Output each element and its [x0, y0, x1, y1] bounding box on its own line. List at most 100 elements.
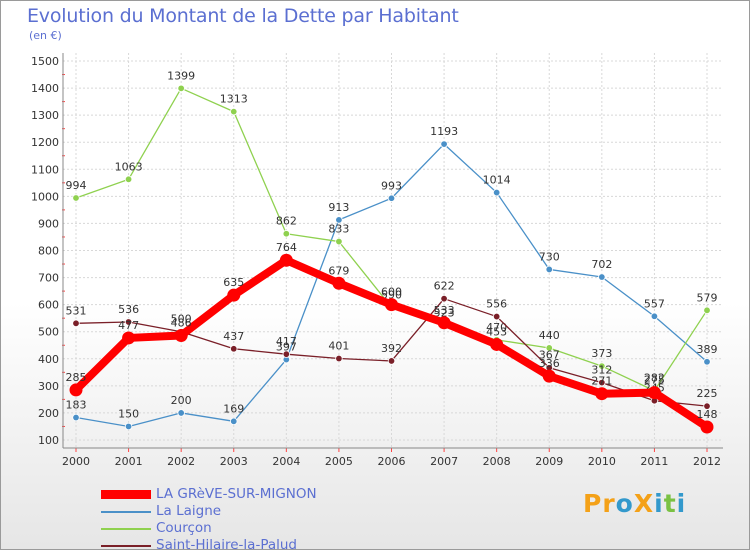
data-label: 994	[66, 179, 87, 192]
data-label: 417	[276, 335, 297, 348]
data-label: 271	[591, 375, 612, 388]
data-point	[124, 318, 133, 326]
x-tick-label: 2003	[220, 455, 248, 468]
data-point	[647, 386, 661, 400]
data-point	[387, 357, 396, 365]
data-label: 500	[171, 313, 192, 326]
data-point	[492, 188, 501, 197]
y-tick-label: 1400	[31, 82, 59, 95]
data-label: 392	[381, 342, 402, 355]
data-label: 401	[328, 340, 349, 353]
y-tick-label: 1000	[31, 190, 59, 203]
legend-label: LA GRèVE-SUR-MIGNON	[156, 486, 317, 502]
data-point	[703, 402, 711, 410]
chart-unit: (en €)	[29, 29, 62, 42]
data-label: 764	[276, 241, 297, 254]
legend-swatch	[101, 511, 151, 513]
data-point	[335, 237, 343, 246]
legend-label: Courçon	[156, 520, 212, 536]
data-point	[124, 422, 133, 431]
data-point	[282, 230, 291, 238]
y-tick-label: 700	[38, 272, 59, 285]
data-label: 730	[539, 250, 560, 263]
data-label: 275	[644, 374, 665, 387]
data-point	[437, 316, 451, 330]
data-label: 1313	[220, 93, 248, 106]
y-tick-label: 1500	[31, 55, 59, 68]
data-point	[703, 358, 711, 366]
data-label: 531	[66, 304, 87, 317]
data-label: 183	[66, 399, 87, 412]
data-label: 1014	[483, 174, 511, 187]
data-point	[385, 298, 398, 312]
legend-swatch	[101, 545, 151, 547]
data-point	[703, 306, 711, 315]
data-label: 862	[276, 215, 297, 228]
data-point	[230, 345, 238, 353]
y-tick-label: 1200	[31, 136, 59, 149]
x-tick-label: 2011	[640, 455, 668, 468]
data-label: 225	[697, 387, 718, 400]
y-tick-label: 1100	[31, 163, 59, 176]
data-label: 285	[66, 371, 87, 384]
logo-letter: X	[633, 489, 655, 518]
y-tick-label: 800	[38, 245, 59, 258]
data-label: 556	[486, 298, 507, 311]
data-point	[440, 140, 448, 148]
data-point	[72, 319, 80, 328]
data-label: 437	[223, 330, 244, 343]
chart-title: Evolution du Montant de la Dette par Hab…	[27, 5, 459, 27]
data-point	[700, 420, 714, 434]
x-tick-label: 2004	[272, 455, 300, 468]
y-tick-label: 300	[38, 380, 59, 393]
data-point	[72, 413, 80, 422]
logo-letter: r	[602, 489, 616, 518]
logo-letter: i	[654, 489, 664, 518]
legend-label: Saint-Hilaire-la-Palud	[156, 537, 297, 553]
data-label: 579	[697, 291, 718, 304]
data-point	[174, 329, 188, 343]
legend-swatch	[101, 490, 151, 499]
data-label: 993	[381, 179, 402, 192]
data-label: 477	[118, 319, 139, 332]
data-point	[595, 387, 609, 401]
data-label: 536	[118, 303, 139, 316]
data-point	[230, 107, 238, 116]
data-point	[545, 344, 553, 352]
data-label: 702	[591, 258, 612, 271]
x-tick-label: 2001	[115, 455, 143, 468]
data-point	[387, 194, 396, 202]
data-label: 557	[644, 297, 665, 310]
data-point	[227, 288, 241, 302]
data-label: 470	[486, 321, 507, 334]
data-point	[335, 216, 343, 224]
data-label: 590	[381, 288, 402, 301]
data-label: 200	[171, 394, 192, 407]
y-tick-label: 900	[38, 217, 59, 230]
data-point	[122, 331, 136, 345]
x-tick-label: 2008	[483, 455, 511, 468]
logo-letter: t	[663, 489, 677, 518]
data-label: 622	[434, 280, 455, 293]
data-point	[490, 337, 504, 351]
legend-swatch	[101, 528, 151, 530]
data-point	[598, 273, 606, 281]
y-tick-label: 100	[38, 434, 59, 447]
data-label: 440	[539, 329, 560, 342]
data-label: 833	[328, 223, 349, 236]
x-tick-label: 2006	[378, 455, 406, 468]
data-point	[542, 369, 556, 383]
y-tick-label: 600	[38, 299, 59, 312]
data-point	[650, 312, 659, 320]
data-point	[124, 175, 133, 184]
data-point	[282, 350, 291, 358]
logo-letter: o	[615, 489, 634, 518]
x-tick-label: 2012	[693, 455, 721, 468]
data-label: 600	[381, 286, 402, 299]
logo-letter: P	[583, 489, 603, 518]
proxiti-logo: ProXiti	[583, 489, 686, 518]
data-point	[598, 378, 606, 387]
y-tick-label: 400	[38, 353, 59, 366]
data-label: 282	[644, 372, 665, 385]
